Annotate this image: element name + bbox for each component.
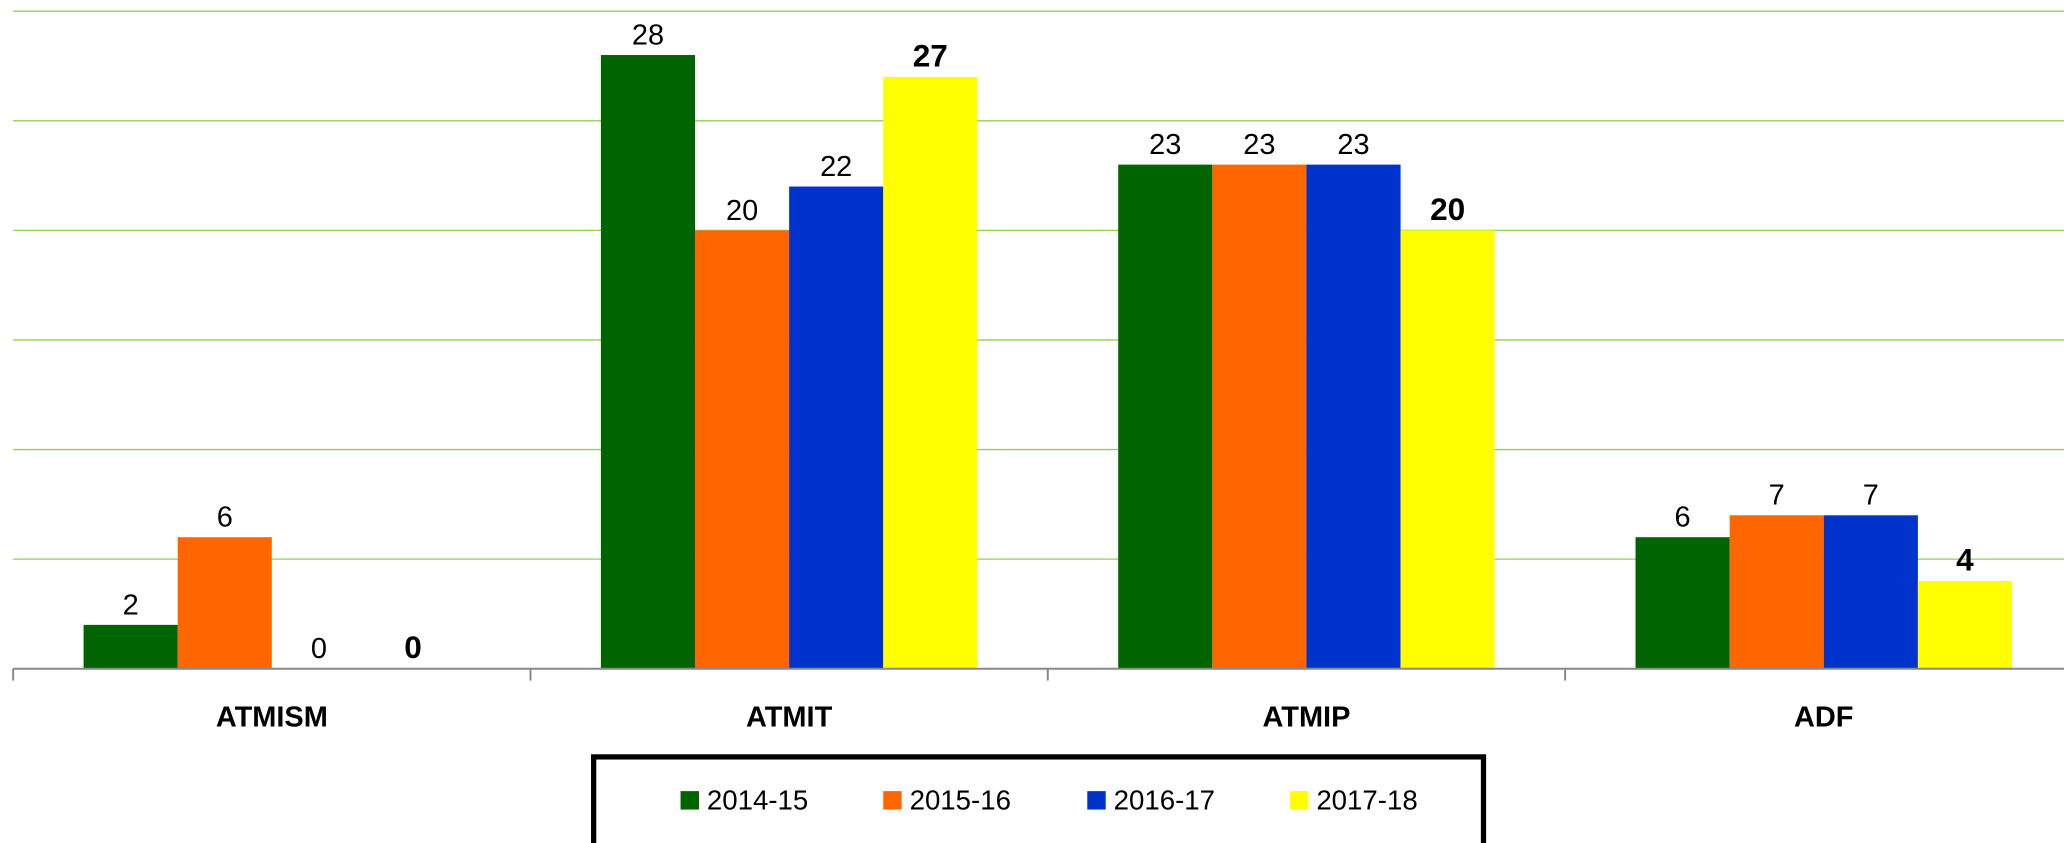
legend-label: 2014-15 xyxy=(707,785,808,816)
data-label: 7 xyxy=(1863,480,1879,512)
legend-swatch xyxy=(883,791,902,810)
x-tick-label: ATMIT xyxy=(746,702,833,734)
bar xyxy=(1400,230,1495,669)
data-label: 28 xyxy=(632,20,664,52)
bar xyxy=(83,624,178,669)
bar xyxy=(883,76,978,669)
data-label: 0 xyxy=(404,629,422,665)
data-label: 27 xyxy=(913,37,948,73)
bar xyxy=(1635,537,1730,669)
bar xyxy=(789,186,884,669)
data-label: 23 xyxy=(1149,129,1181,161)
bar xyxy=(1306,164,1401,669)
x-tick-label: ATMIP xyxy=(1263,702,1351,734)
legend-box xyxy=(591,754,1487,843)
data-label: 6 xyxy=(217,502,233,534)
bar xyxy=(1212,164,1307,669)
bar xyxy=(177,537,272,669)
data-label: 20 xyxy=(726,195,758,227)
data-label: 0 xyxy=(311,633,327,665)
data-label: 23 xyxy=(1243,129,1275,161)
bar xyxy=(1118,164,1213,669)
legend-swatch xyxy=(1087,791,1106,810)
legend-label: 2017-18 xyxy=(1316,785,1417,816)
data-label: 6 xyxy=(1675,502,1691,534)
data-label: 20 xyxy=(1430,191,1465,227)
data-label: 7 xyxy=(1769,480,1785,512)
bar xyxy=(1823,515,1918,669)
legend-label: 2015-16 xyxy=(910,785,1011,816)
x-tick-label: ADF xyxy=(1794,702,1853,734)
legend-swatch xyxy=(1290,791,1309,810)
data-label: 23 xyxy=(1337,129,1369,161)
legend-label: 2016-17 xyxy=(1114,785,1215,816)
data-label: 4 xyxy=(1956,542,1974,578)
data-label: 22 xyxy=(820,151,852,183)
bar xyxy=(600,55,696,669)
x-tick-label: ATMISM xyxy=(216,702,328,734)
bar xyxy=(1917,581,2013,669)
data-label: 2 xyxy=(123,589,139,621)
bar xyxy=(1729,515,1824,669)
bar xyxy=(695,230,790,669)
legend-swatch xyxy=(680,791,699,810)
